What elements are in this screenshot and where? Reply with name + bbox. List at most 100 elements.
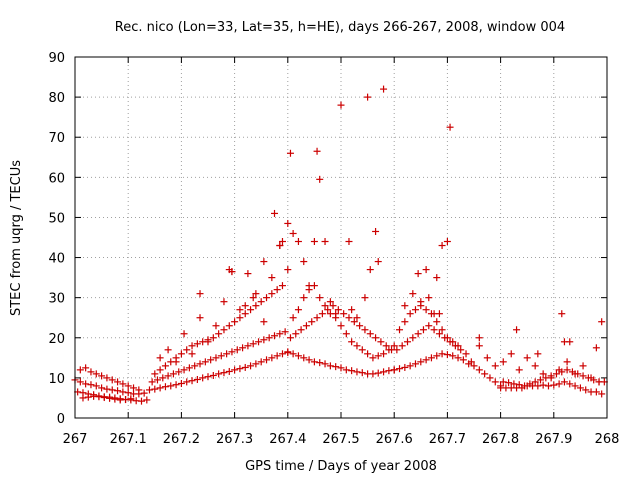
data-point bbox=[265, 334, 273, 342]
data-point bbox=[156, 354, 164, 362]
data-point bbox=[422, 356, 430, 364]
x-tick-label: 267.9 bbox=[535, 432, 572, 447]
data-point bbox=[188, 350, 196, 358]
data-point bbox=[326, 362, 334, 370]
data-point bbox=[252, 290, 260, 298]
data-point bbox=[345, 314, 353, 322]
data-point bbox=[220, 369, 228, 377]
grid-lines bbox=[75, 57, 607, 418]
data-point bbox=[305, 356, 313, 364]
data-point bbox=[361, 294, 369, 302]
data-point bbox=[390, 366, 398, 374]
data-point bbox=[111, 395, 119, 403]
data-point bbox=[592, 344, 600, 352]
data-point bbox=[358, 369, 366, 377]
data-point bbox=[369, 354, 377, 362]
data-point bbox=[204, 338, 212, 346]
data-point bbox=[300, 354, 308, 362]
data-point bbox=[576, 384, 584, 392]
data-point bbox=[531, 362, 539, 370]
data-point bbox=[396, 365, 404, 373]
data-point bbox=[534, 350, 542, 358]
data-point bbox=[321, 238, 329, 246]
data-point bbox=[350, 318, 358, 326]
data-point bbox=[396, 326, 404, 334]
data-point bbox=[380, 85, 388, 93]
data-point bbox=[334, 306, 342, 314]
y-tick-label: 60 bbox=[48, 171, 65, 186]
data-point bbox=[454, 342, 462, 350]
chart-title: Rec. nico (Lon=33, Lat=35, h=HE), days 2… bbox=[115, 20, 565, 35]
data-point bbox=[342, 366, 350, 374]
data-point bbox=[263, 294, 271, 302]
x-tick-label: 267.2 bbox=[163, 432, 200, 447]
data-point bbox=[108, 386, 116, 394]
data-point bbox=[276, 242, 284, 250]
data-point bbox=[550, 381, 558, 389]
data-point bbox=[366, 330, 374, 338]
data-point bbox=[449, 352, 457, 360]
data-point bbox=[87, 368, 95, 376]
data-point bbox=[385, 346, 393, 354]
data-point bbox=[348, 306, 356, 314]
data-point bbox=[103, 374, 111, 382]
data-point bbox=[87, 381, 95, 389]
data-point bbox=[563, 366, 571, 374]
data-point bbox=[372, 227, 380, 235]
x-tick-label: 267.5 bbox=[322, 432, 359, 447]
data-point bbox=[273, 286, 281, 294]
data-point bbox=[481, 370, 489, 378]
data-point bbox=[82, 364, 90, 372]
data-point bbox=[204, 373, 212, 381]
data-point bbox=[244, 342, 252, 350]
data-point bbox=[382, 342, 390, 350]
data-point bbox=[348, 367, 356, 375]
data-point bbox=[414, 330, 422, 338]
data-point bbox=[292, 330, 300, 338]
data-point bbox=[84, 393, 92, 401]
data-point bbox=[566, 380, 574, 388]
data-point bbox=[127, 395, 135, 403]
data-point bbox=[82, 380, 90, 388]
data-point bbox=[244, 270, 252, 278]
y-tick-label: 40 bbox=[48, 252, 65, 267]
data-point bbox=[438, 242, 446, 250]
data-point bbox=[209, 334, 217, 342]
data-point bbox=[555, 380, 563, 388]
data-point bbox=[329, 302, 337, 310]
data-point bbox=[217, 352, 225, 360]
data-point bbox=[310, 358, 318, 366]
data-point bbox=[103, 385, 111, 393]
data-point bbox=[348, 338, 356, 346]
data-point bbox=[579, 362, 587, 370]
y-tick-label: 90 bbox=[48, 51, 65, 66]
data-point bbox=[286, 334, 294, 342]
data-point bbox=[571, 370, 579, 378]
data-point bbox=[374, 258, 382, 266]
data-point bbox=[433, 274, 441, 282]
data-point bbox=[316, 175, 324, 183]
data-point bbox=[513, 326, 521, 334]
data-point bbox=[228, 348, 236, 356]
data-point bbox=[321, 302, 329, 310]
data-point bbox=[345, 238, 353, 246]
data-point bbox=[353, 342, 361, 350]
data-point bbox=[374, 369, 382, 377]
data-point bbox=[153, 376, 161, 384]
data-point bbox=[300, 294, 308, 302]
x-axis-label: GPS time / Days of year 2008 bbox=[245, 459, 437, 474]
data-point bbox=[342, 330, 350, 338]
data-point bbox=[582, 386, 590, 394]
data-point bbox=[353, 314, 361, 322]
data-point bbox=[302, 322, 310, 330]
data-point bbox=[427, 354, 435, 362]
data-point bbox=[249, 340, 257, 348]
data-point bbox=[462, 350, 470, 358]
data-point bbox=[435, 330, 443, 338]
data-point bbox=[409, 290, 417, 298]
data-point bbox=[130, 384, 138, 392]
data-point bbox=[138, 397, 145, 405]
data-point bbox=[539, 370, 547, 378]
data-point bbox=[193, 375, 201, 383]
data-point bbox=[231, 318, 239, 326]
